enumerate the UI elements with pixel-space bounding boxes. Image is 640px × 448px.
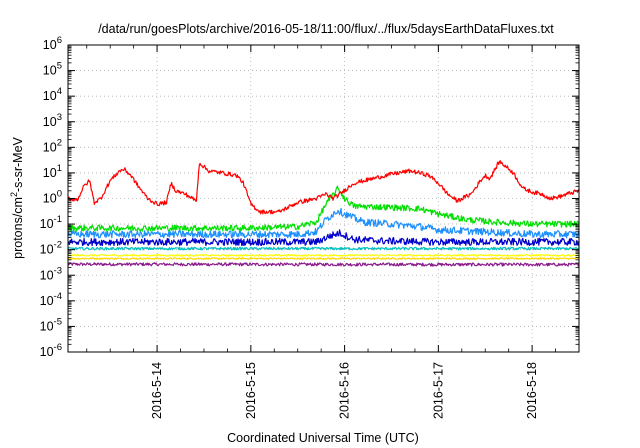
x-tick-label: 2016-5-14 <box>150 362 164 419</box>
y-tick-label: 106 <box>43 35 62 52</box>
x-tick-label: 2016-5-18 <box>525 362 539 419</box>
y-tick-label: 10-2 <box>40 240 62 257</box>
series-line <box>67 246 580 251</box>
series-line <box>67 262 580 267</box>
chart-title: /data/run/goesPlots/archive/2016-05-18/1… <box>98 22 554 36</box>
y-tick-label: 10-1 <box>40 214 62 231</box>
y-tick-label: 101 <box>43 163 62 180</box>
axis-ticks <box>68 44 580 353</box>
y-tick-label: 103 <box>43 112 62 129</box>
y-tick-label: 100 <box>43 189 62 206</box>
x-tick-label: 2016-5-15 <box>244 362 258 419</box>
series-line <box>67 185 580 232</box>
series-layer <box>67 160 580 267</box>
y-axis-label: protons/cm2-s-sr-MeV <box>9 136 25 258</box>
y-tick-label: 102 <box>43 137 62 154</box>
series-line <box>67 229 580 247</box>
x-axis-label: Coordinated Universal Time (UTC) <box>227 431 419 445</box>
y-tick-label: 105 <box>43 61 62 78</box>
y-tick-labels: 10-6 10-5 10-4 10-3 10-2 10-1 100 101 102 103 104 1… <box>40 35 62 359</box>
series-line <box>67 253 580 257</box>
series-line <box>67 160 580 215</box>
x-tick-label: 2016-5-17 <box>431 362 445 419</box>
y-tick-label: 104 <box>43 86 62 103</box>
y-tick-label: 10-4 <box>40 291 62 308</box>
y-tick-label: 10-3 <box>40 265 62 282</box>
series-line <box>67 207 580 239</box>
y-tick-label: 10-6 <box>40 342 62 359</box>
x-tick-labels: 2016-5-14 2016-5-15 2016-5-16 2016-5-17 2016… <box>150 362 539 419</box>
series-line <box>67 257 580 260</box>
x-tick-label: 2016-5-16 <box>338 362 352 419</box>
y-tick-label: 10-5 <box>40 316 62 333</box>
